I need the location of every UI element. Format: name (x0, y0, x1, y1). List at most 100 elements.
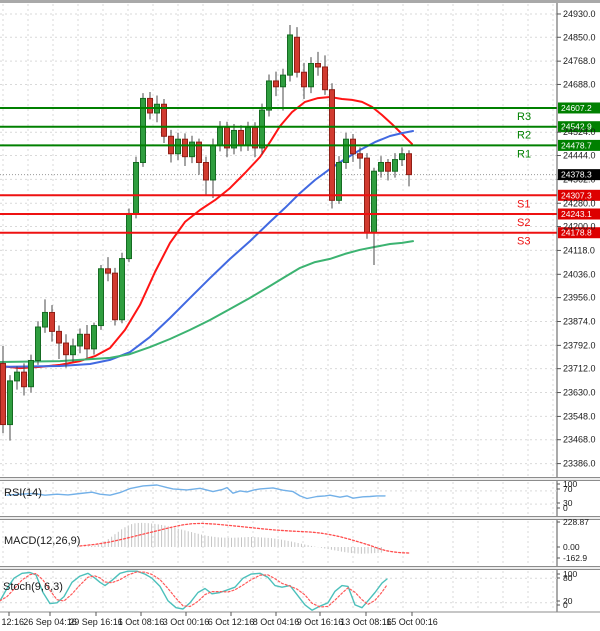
stoch-pane-label: Stoch(9,6,3) (3, 581, 63, 593)
price-axis-label: 24200.0 (563, 222, 596, 232)
candle-body (217, 127, 223, 146)
candle-body (91, 325, 97, 350)
level-badge-r1 (558, 139, 600, 151)
price-axis-label: 23956.0 (563, 293, 596, 303)
candle-body (294, 36, 300, 73)
price-axis-label: 24118.0 (563, 245, 595, 255)
time-axis-label: 1 Oct 08:16 (118, 617, 165, 627)
level-badge-s2 (558, 208, 600, 220)
price-axis-label: 24444.0 (563, 151, 596, 161)
candle-body (385, 161, 391, 172)
candle-body (161, 103, 167, 137)
candle-body (406, 153, 412, 176)
stoch-axis-label: 20 (563, 596, 573, 606)
time-axis-label: 8 Oct 04:16 (253, 617, 300, 627)
candle-body (280, 74, 286, 88)
candle-body (133, 161, 139, 214)
level-badge-r3 (558, 102, 600, 114)
stoch-k-line (0, 570, 388, 611)
current-price-badge-text: 24378.3 (561, 170, 592, 180)
price-axis-label: 23548.0 (563, 411, 596, 421)
time-axis-label: 29 Sep 16:16 (69, 617, 123, 627)
candle-body (350, 138, 356, 155)
candle-body (287, 34, 293, 76)
time-axis-label: 3 Oct 00:16 (163, 617, 210, 627)
candle-body (42, 311, 48, 328)
candle-body (259, 109, 265, 149)
price-axis-label: 23874.0 (563, 316, 596, 326)
level-badge-r2 (558, 121, 600, 133)
price-axis-label: 23386.0 (563, 459, 596, 469)
candle-body (175, 138, 181, 155)
candle-body (56, 330, 62, 344)
candle-body (182, 138, 188, 158)
candle-body (21, 371, 27, 388)
candle-body (399, 153, 405, 161)
candle-body (392, 159, 398, 172)
window-top-border (0, 0, 600, 3)
pane-separator[interactable] (0, 516, 600, 520)
level-badge-text: 24607.2 (561, 103, 592, 113)
price-axis-label: 24768.0 (563, 56, 596, 66)
price-axis-label: 23468.0 (563, 435, 596, 445)
ma-slow-green-line (0, 240, 414, 363)
candle-body (245, 127, 251, 146)
candle-body (210, 144, 216, 181)
macd-axis-label: 228.87 (563, 517, 589, 527)
rsi-line (6, 484, 386, 500)
candle-body (28, 360, 34, 388)
candle-body (196, 141, 202, 163)
candle-body (357, 153, 363, 159)
time-axis-label: 13 Oct 08:16 (340, 617, 392, 627)
candle-body (63, 342, 69, 356)
candle-body (147, 97, 153, 114)
level-label-r3: R3 (517, 111, 531, 123)
candle-body (301, 71, 307, 88)
time-axis-label: 9 Oct 16:16 (297, 617, 344, 627)
level-badge-text: 24243.1 (561, 209, 592, 219)
candle-body (238, 129, 244, 146)
rsi-axis-label: 100 (563, 479, 577, 489)
price-axis-label: 24524.0 (563, 127, 596, 137)
candle-body (14, 371, 20, 382)
stoch-axis-label: 0 (563, 600, 568, 610)
candle-body (126, 212, 132, 260)
candle-body (35, 326, 41, 362)
macd-signal-line (79, 522, 411, 554)
candle-body (203, 161, 209, 181)
level-label-r2: R2 (517, 130, 531, 142)
price-axis-label: 23712.0 (563, 364, 596, 374)
candle-body (7, 380, 13, 426)
candle-body (231, 129, 237, 149)
ma-fast-red-line (0, 96, 413, 370)
candle-body (273, 80, 279, 88)
price-axis-label: 24036.0 (563, 269, 596, 279)
candle-body (336, 161, 342, 201)
candle-body (84, 333, 90, 350)
candle-body (322, 66, 328, 91)
price-axis-label: 24688.0 (563, 79, 596, 89)
level-label-s3: S3 (517, 236, 530, 248)
level-label-r1: R1 (517, 148, 531, 160)
pane-separator[interactable] (0, 566, 600, 570)
candle-body (378, 161, 384, 172)
candle-body (119, 258, 125, 321)
rsi-axis-label: 0 (563, 503, 568, 513)
price-axis-label: 23630.0 (563, 388, 596, 398)
candle-body (140, 97, 146, 163)
candle-body (189, 141, 195, 158)
level-badge-text: 24478.7 (561, 140, 592, 150)
candle-body (343, 138, 349, 163)
rsi-axis-label: 70 (563, 484, 573, 494)
macd-axis-label: 0.00 (563, 542, 580, 552)
candle-body (0, 362, 6, 426)
time-axis-label: p 12:16 (0, 617, 24, 627)
candle-body (105, 268, 111, 274)
candle-body (266, 80, 272, 111)
stoch-axis-label: 80 (563, 573, 573, 583)
pane-separator[interactable] (0, 477, 600, 481)
level-badge-s1 (558, 189, 600, 201)
price-axis-label: 24930.0 (563, 9, 596, 19)
candle-body (77, 333, 83, 347)
